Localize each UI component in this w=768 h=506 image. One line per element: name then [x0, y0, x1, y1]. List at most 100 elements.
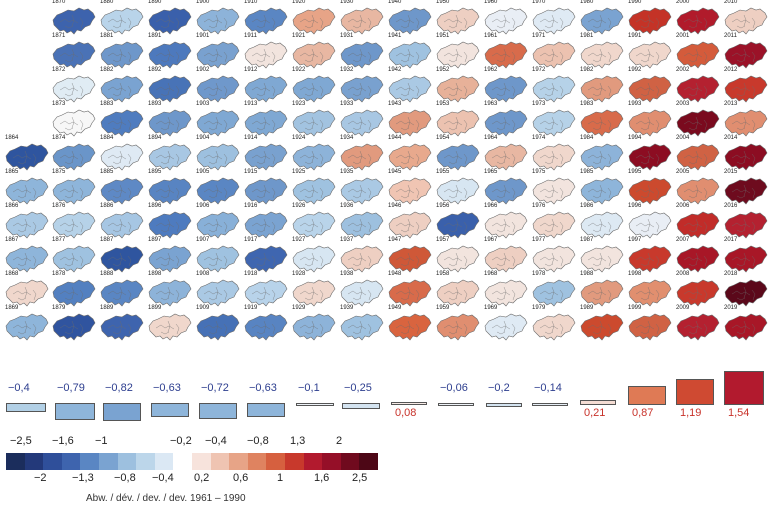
switzerland-map-shape — [292, 143, 336, 171]
year-map: 1907 — [194, 237, 242, 274]
canton-border — [544, 93, 554, 97]
canton-border — [635, 222, 655, 228]
year-map: 1888 — [98, 271, 146, 308]
year-map: 1948 — [386, 271, 434, 308]
canton-border — [347, 86, 367, 92]
switzerland-map-shape — [580, 211, 624, 239]
canton-border — [347, 154, 367, 160]
canton-border — [79, 323, 84, 335]
decade-bar — [438, 403, 474, 406]
year-label: 1865 — [5, 169, 19, 175]
year-label: 1924 — [292, 135, 306, 141]
year-map: 1908 — [194, 271, 242, 308]
country-outline — [148, 211, 192, 239]
switzerland-map-shape — [724, 109, 768, 137]
country-outline — [436, 75, 480, 103]
canton-border — [599, 184, 603, 197]
canton-border — [463, 85, 468, 97]
canton-border — [736, 25, 746, 29]
canton-border — [64, 195, 74, 199]
year-label: 1939 — [340, 305, 354, 311]
canton-border — [263, 320, 267, 333]
year-label: 1931 — [340, 33, 354, 39]
canton-border — [251, 120, 271, 126]
country-outline — [100, 75, 144, 103]
country-outline — [724, 279, 768, 307]
canton-border — [127, 255, 132, 267]
canton-border — [71, 150, 75, 163]
country-outline — [532, 245, 576, 273]
canton-border — [731, 120, 751, 126]
switzerland-map-shape — [148, 177, 192, 205]
legend-top-label: 2 — [336, 435, 343, 447]
year-map: 1968 — [482, 271, 530, 308]
canton-border — [24, 286, 28, 299]
year-label: 1870 — [52, 0, 66, 5]
canton-border — [367, 51, 372, 63]
canton-border — [367, 289, 372, 301]
decade-bar — [391, 402, 427, 405]
canton-border — [415, 289, 420, 301]
year-label: 1948 — [388, 271, 402, 277]
year-map: 1864 — [3, 135, 51, 172]
country-outline — [196, 7, 240, 35]
year-map: 1986 — [578, 203, 626, 240]
year-label: 2000 — [676, 0, 690, 5]
legend-caption: Abw. / dév. / dev. / dev. 1961 – 1990 — [86, 493, 246, 504]
canton-border — [455, 218, 459, 231]
canton-border — [407, 286, 411, 299]
canton-border — [731, 324, 751, 330]
year-map: 1913 — [242, 101, 290, 138]
year-map: 1957 — [434, 237, 482, 274]
country-outline — [580, 313, 624, 341]
country-outline — [196, 143, 240, 171]
canton-border — [407, 320, 411, 333]
country-outline — [52, 7, 96, 35]
year-map: 2008 — [674, 271, 722, 308]
canton-border — [448, 93, 458, 97]
canton-border — [155, 222, 175, 228]
canton-border — [64, 229, 74, 233]
canton-border — [367, 153, 372, 165]
switzerland-map-shape — [724, 279, 768, 307]
canton-border — [511, 289, 516, 301]
year-map: 1886 — [98, 203, 146, 240]
canton-border — [215, 320, 219, 333]
year-map: 1965 — [482, 169, 530, 206]
canton-border — [64, 59, 74, 63]
canton-border — [559, 323, 564, 335]
canton-border — [256, 25, 266, 29]
switzerland-map-shape — [292, 41, 336, 69]
year-map: 1868 — [3, 271, 51, 308]
canton-border — [688, 195, 698, 199]
canton-border — [551, 150, 555, 163]
year-label: 1901 — [196, 33, 210, 39]
switzerland-map-shape — [244, 7, 288, 35]
country-outline — [100, 109, 144, 137]
canton-border — [263, 48, 267, 61]
canton-border — [640, 127, 650, 131]
legend-swatch — [247, 453, 267, 470]
country-outline — [340, 211, 384, 239]
switzerland-map-shape — [196, 211, 240, 239]
canton-border — [64, 297, 74, 301]
canton-border — [155, 18, 175, 24]
canton-border — [167, 320, 171, 333]
year-label: 1990 — [628, 0, 642, 5]
canton-border — [71, 82, 75, 95]
canton-border — [367, 323, 372, 335]
year-map: 1970 — [530, 0, 578, 36]
canton-border — [24, 320, 28, 333]
country-outline — [676, 143, 720, 171]
canton-border — [24, 184, 28, 197]
canton-border — [304, 297, 314, 301]
canton-border — [112, 93, 122, 97]
canton-border — [491, 154, 511, 160]
year-map: 1971 — [530, 33, 578, 70]
switzerland-map-shape — [196, 245, 240, 273]
country-outline — [292, 109, 336, 137]
country-outline — [580, 7, 624, 35]
canton-border — [167, 116, 171, 129]
country-outline — [628, 109, 672, 137]
canton-border — [496, 229, 506, 233]
